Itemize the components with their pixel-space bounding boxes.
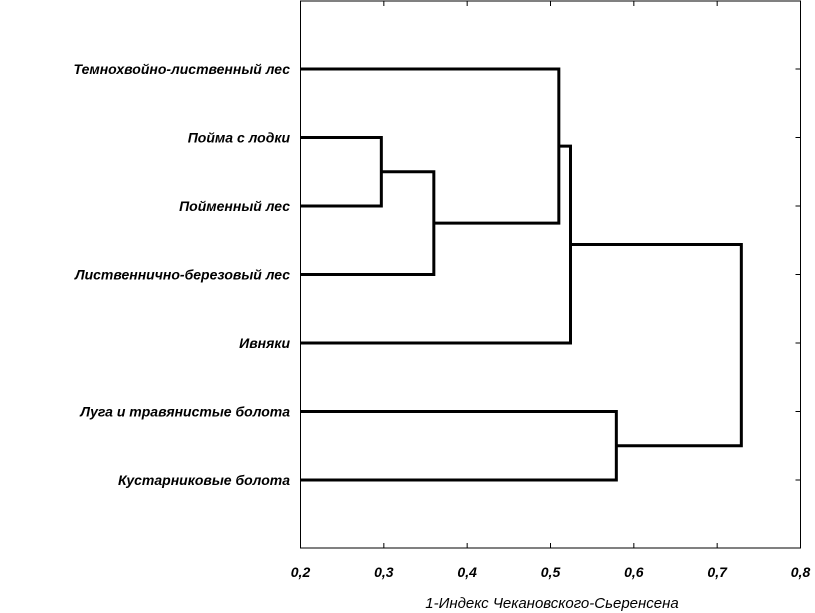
leaf-label: Кустарниковые болота	[118, 472, 290, 488]
dendrogram-link	[300, 170, 436, 276]
x-tick-label: 0,3	[374, 564, 394, 580]
leaf-label: Луга и травянистые болота	[79, 404, 290, 420]
x-axis-title: 1-Индекс Чекановского-Сьеренсена	[425, 595, 678, 612]
x-tick-label: 0,8	[791, 564, 811, 580]
x-tick-label: 0,2	[291, 564, 311, 580]
x-tick-label: 0,5	[541, 564, 561, 580]
dendrogram-link	[300, 410, 618, 482]
dendrogram-link	[300, 144, 572, 345]
leaf-label: Пойма с лодки	[188, 130, 291, 146]
x-tick-label: 0,7	[707, 564, 728, 580]
leaf-label: Лиственнично-березовый лес	[74, 267, 290, 283]
x-tick-label: 0,6	[624, 564, 644, 580]
dendrogram-link	[570, 243, 743, 448]
leaf-label: Пойменный лес	[179, 198, 290, 214]
leaf-label: Ивняки	[239, 335, 290, 351]
dendrogram-link	[300, 67, 561, 225]
x-tick-label: 0,4	[457, 564, 477, 580]
dendrogram-link	[300, 136, 383, 208]
leaf-label: Темнохвойно-лиственный лес	[74, 61, 291, 77]
